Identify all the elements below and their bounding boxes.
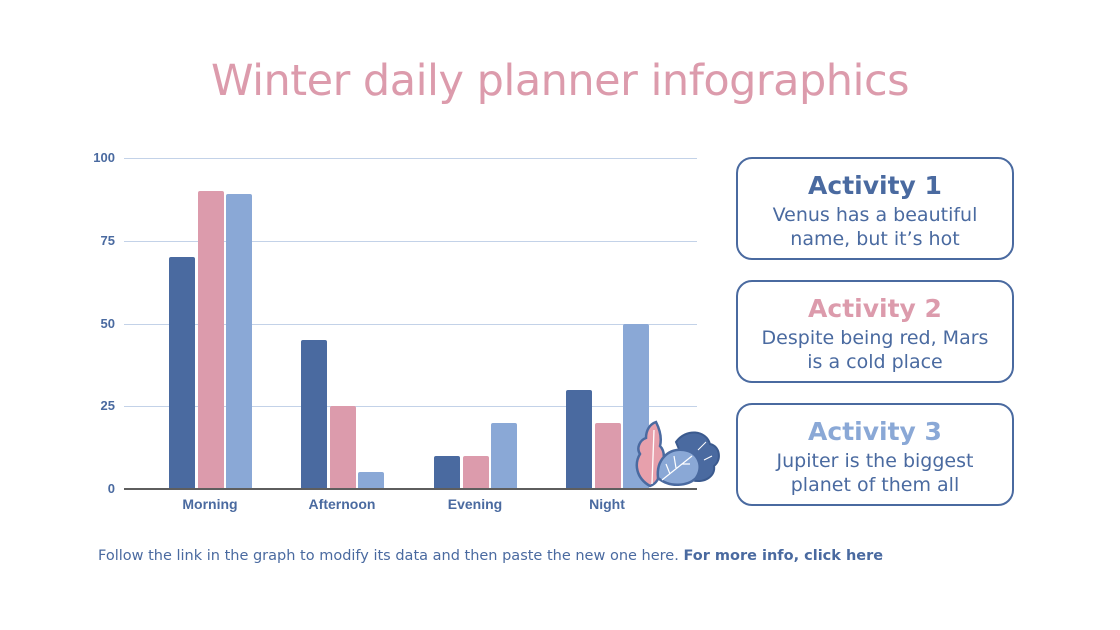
activity-1-line2: name, but it’s hot bbox=[790, 228, 960, 250]
bar-night-series-2[interactable] bbox=[594, 422, 621, 489]
activity-2-line1: Despite being red, Mars bbox=[761, 327, 989, 349]
winter-leaves-illustration-icon bbox=[635, 420, 720, 488]
y-tick-75: 75 bbox=[100, 233, 115, 248]
activity-3-line2: planet of them all bbox=[790, 474, 960, 496]
activity-1-line1: Venus has a beautiful bbox=[772, 204, 978, 226]
gridline-75 bbox=[124, 241, 697, 242]
y-tick-0: 0 bbox=[107, 481, 115, 496]
bar-morning-series-1[interactable] bbox=[169, 257, 195, 489]
activity-2-line2: is a cold place bbox=[807, 351, 943, 373]
x-label-evening: Evening bbox=[447, 496, 503, 512]
y-tick-100: 100 bbox=[93, 150, 115, 165]
activity-card-1: Activity 1 Venus has a beautiful name, b… bbox=[736, 157, 1014, 260]
bar-evening-series-2[interactable] bbox=[462, 455, 489, 489]
x-axis-line bbox=[124, 488, 697, 490]
x-label-night: Night bbox=[589, 496, 625, 512]
bar-morning-series-2[interactable] bbox=[197, 191, 224, 489]
bar-evening-series-1[interactable] bbox=[434, 455, 460, 489]
bar-night-series-1[interactable] bbox=[566, 389, 592, 489]
bar-chart[interactable]: 100 75 50 25 0 Morning Afternoon Evening… bbox=[0, 0, 720, 530]
gridline-100 bbox=[124, 158, 697, 159]
y-tick-25: 25 bbox=[100, 398, 115, 413]
gridline-25 bbox=[124, 406, 697, 407]
footer-text: Follow the link in the graph to modify i… bbox=[98, 548, 684, 564]
bar-afternoon-series-2[interactable] bbox=[329, 406, 356, 489]
more-info-link[interactable]: For more info, click here bbox=[683, 548, 884, 564]
y-tick-50: 50 bbox=[100, 316, 115, 331]
bar-morning-series-3[interactable] bbox=[226, 194, 252, 489]
activity-2-title: Activity 2 bbox=[808, 294, 942, 323]
activity-card-3: Activity 3 Jupiter is the biggest planet… bbox=[736, 403, 1014, 506]
footer-note: Follow the link in the graph to modify i… bbox=[98, 548, 883, 564]
x-label-morning: Morning bbox=[182, 496, 238, 512]
x-label-afternoon: Afternoon bbox=[308, 496, 376, 512]
gridline-50 bbox=[124, 324, 697, 325]
bar-evening-series-3[interactable] bbox=[491, 422, 517, 489]
activity-3-line1: Jupiter is the biggest bbox=[776, 450, 974, 472]
activity-3-title: Activity 3 bbox=[808, 417, 942, 446]
activity-card-2: Activity 2 Despite being red, Mars is a … bbox=[736, 280, 1014, 383]
activity-1-title: Activity 1 bbox=[808, 171, 942, 200]
bar-afternoon-series-3[interactable] bbox=[358, 472, 384, 489]
page-title: Winter daily planner infographics bbox=[211, 56, 910, 106]
bar-afternoon-series-1[interactable] bbox=[301, 340, 327, 489]
